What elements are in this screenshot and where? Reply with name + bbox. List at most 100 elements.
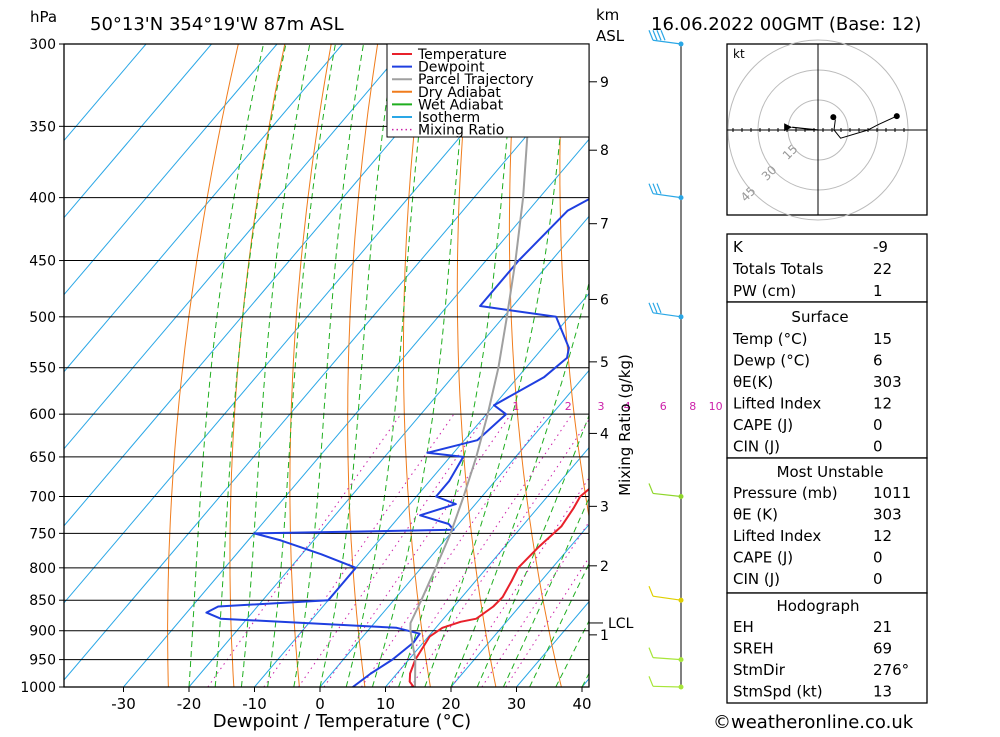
dry-adiabat-line	[168, 44, 239, 687]
series-point	[498, 367, 500, 369]
series-point	[392, 659, 394, 661]
mixing-ratio-line	[389, 414, 572, 687]
wind-barb-feather	[649, 676, 653, 686]
series-point	[476, 456, 478, 458]
height-tick-label: 8	[600, 143, 609, 159]
stat-value: -9	[873, 238, 888, 256]
series-point	[442, 627, 444, 629]
stat-label: Totals Totals	[732, 260, 824, 278]
series-point	[698, 283, 700, 285]
pressure-tick-label: 550	[29, 361, 56, 377]
series-point	[598, 480, 600, 482]
stat-value: 303	[873, 373, 902, 391]
series-point	[493, 404, 495, 406]
mixing-ratio-label: 2	[565, 400, 572, 413]
wind-barb-shaft	[653, 493, 681, 496]
pressure-tick-label: 750	[29, 526, 56, 542]
wind-barb-shaft	[653, 658, 681, 660]
series-point	[567, 210, 569, 212]
pressure-tick-label: 300	[29, 37, 56, 53]
stat-label: StmSpd (kt)	[733, 683, 823, 701]
pressure-tick-label: 950	[29, 653, 56, 669]
wind-barb-feather	[649, 184, 653, 194]
series-point	[415, 659, 417, 661]
series-point	[573, 507, 575, 509]
series-point	[511, 580, 513, 582]
stat-value: 69	[873, 640, 892, 658]
stat-value: 22	[873, 260, 892, 278]
wind-barb-feather	[649, 303, 653, 313]
series-point	[435, 567, 437, 569]
isotherm-line	[124, 44, 671, 687]
stat-label: θE(K)	[733, 373, 773, 391]
stat-value: 0	[873, 570, 883, 588]
series-point	[321, 554, 323, 556]
wind-barb-feather	[657, 184, 661, 194]
wet-adiabat-line	[372, 44, 469, 687]
mixing-ratio-line	[264, 414, 454, 687]
wind-barb-feather	[657, 303, 661, 313]
dry-adiabat-line	[457, 44, 496, 687]
lcl-label: LCL	[608, 616, 634, 632]
wet-adiabat-line	[425, 44, 569, 687]
stat-value: 21	[873, 618, 892, 636]
wind-profile	[649, 30, 684, 689]
series-point	[328, 599, 330, 601]
series-point	[410, 622, 412, 624]
series-point	[462, 456, 464, 458]
series-point	[518, 260, 520, 262]
series-point	[476, 618, 478, 620]
series-point	[448, 523, 450, 525]
stat-value: 15	[873, 330, 892, 348]
wind-barb-shaft	[653, 686, 681, 687]
stat-label: EH	[733, 618, 754, 636]
series-point	[678, 133, 680, 135]
stat-label: CIN (J)	[733, 570, 780, 588]
stat-label: CIN (J)	[733, 438, 780, 456]
mixing-ratio-label: 1	[512, 400, 519, 413]
mixing-ratio-label: 10	[709, 400, 723, 413]
x-axis-title: Dewpoint / Temperature (°C)	[213, 711, 471, 732]
series-point	[409, 673, 411, 675]
series-point	[626, 141, 628, 143]
copyright-label: ©weatheronline.co.uk	[713, 712, 914, 733]
series-point	[253, 533, 255, 535]
temperature-tick-label: -20	[177, 695, 202, 713]
series-point	[543, 377, 545, 379]
series-point	[566, 357, 568, 359]
series-point	[561, 525, 563, 527]
series-point	[487, 413, 489, 415]
series-point	[502, 596, 504, 598]
series-point	[653, 347, 655, 349]
series-point	[423, 645, 425, 647]
pressure-tick-label: 700	[29, 490, 56, 506]
height-tick-label: 9	[600, 75, 609, 91]
dry-adiabat-line	[981, 44, 1000, 687]
series-point	[421, 599, 423, 601]
series-point	[460, 621, 462, 623]
series-point	[435, 496, 437, 498]
series-point	[613, 456, 615, 458]
stat-label: Lifted Index	[733, 527, 821, 545]
stat-label: Lifted Index	[733, 395, 821, 413]
stat-label: Dewp (°C)	[733, 352, 810, 370]
location-label: 50°13'N 354°19'W 87m ASL	[90, 14, 344, 35]
series-point	[515, 260, 517, 262]
stat-label: θE (K)	[733, 506, 778, 524]
series-point	[427, 452, 429, 454]
height-tick-label: 2	[600, 559, 609, 575]
series-point	[579, 496, 581, 498]
series-point	[338, 587, 340, 589]
series-point	[419, 633, 421, 635]
series-point	[729, 223, 731, 225]
height-tick-label: 7	[600, 217, 609, 233]
temperature-tick-label: 40	[572, 695, 591, 713]
hodograph-surface-dot	[830, 114, 836, 120]
series-point	[450, 533, 452, 535]
surface-title: Surface	[791, 308, 848, 326]
hodograph-table-title: Hodograph	[776, 597, 859, 615]
temperature-tick-label: -30	[111, 695, 136, 713]
